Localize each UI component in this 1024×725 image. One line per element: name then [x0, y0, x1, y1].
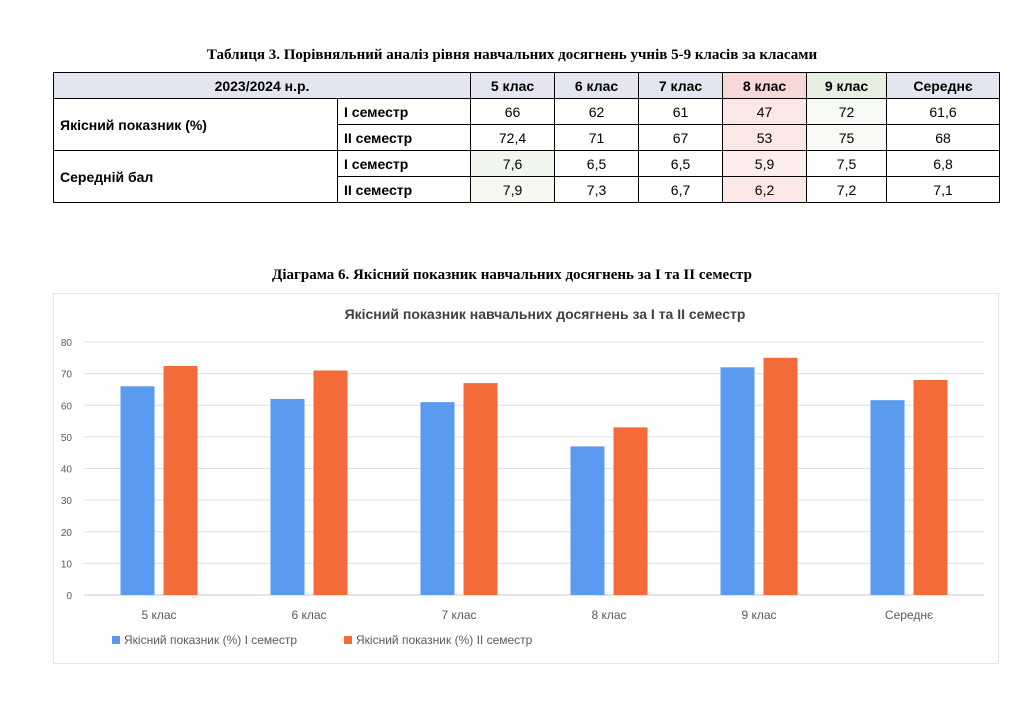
col-header: 8 клас — [722, 72, 808, 99]
y-tick-label: 60 — [61, 401, 73, 412]
row-label: Середній бал — [53, 150, 338, 203]
y-tick-label: 70 — [61, 370, 73, 381]
table-cell: 7,6 — [470, 150, 556, 177]
table-cell: 7,5 — [806, 150, 888, 177]
col-header: 6 клас — [554, 72, 640, 99]
chart-title: Якісний показник навчальних досягнень за… — [345, 306, 746, 322]
table-cell: 53 — [722, 124, 808, 151]
table-cell: 6,7 — [638, 176, 724, 203]
legend-swatch — [344, 636, 352, 644]
table-title: Таблиця 3. Порівняльний аналіз рівня нав… — [206, 47, 818, 63]
bar-chart: Якісний показник навчальних досягнень за… — [61, 306, 984, 647]
table-cell: 7,2 — [806, 176, 888, 203]
bar — [763, 357, 798, 595]
bar — [570, 446, 605, 595]
table-cell: 5,9 — [722, 150, 808, 177]
table-cell: 61,6 — [886, 98, 1001, 125]
legend-label: Якісний показник (%) І семестр — [124, 633, 297, 647]
x-axis: 5 клас 6 клас 7 клас 8 клас 9 клас Середнє — [141, 608, 933, 622]
bar — [270, 398, 305, 595]
bar — [720, 367, 755, 595]
x-tick-label: Середнє — [885, 608, 933, 622]
x-tick-label: 5 клас — [141, 608, 176, 622]
table-cell: 6,5 — [554, 150, 640, 177]
semester-label: ІІ семестр — [336, 176, 472, 203]
table-cell: 6,2 — [722, 176, 808, 203]
y-tick-label: 80 — [61, 338, 73, 349]
chart-container: Якісний показник навчальних досягнень за… — [53, 293, 999, 664]
bar — [463, 383, 498, 595]
x-tick-label: 7 клас — [441, 608, 476, 622]
legend-label: Якісний показник (%) ІІ семестр — [356, 633, 533, 647]
table-cell: 66 — [470, 98, 556, 125]
gridlines — [84, 341, 984, 596]
legend: Якісний показник (%) І семестр Якісний по… — [112, 633, 533, 647]
bar — [120, 386, 155, 595]
table-cell: 47 — [722, 98, 808, 125]
y-axis: 0 10 20 30 40 50 60 70 80 — [61, 338, 73, 602]
y-tick-label: 30 — [61, 496, 73, 507]
bar — [313, 370, 348, 595]
semester-label: ІІ семестр — [336, 124, 472, 151]
table-row: ІІ семестр 72,4 71 67 53 75 68 — [54, 124, 1001, 151]
table-row: Середній бал І семестр 7,6 6,5 6,5 5,9 7… — [53, 150, 1001, 203]
bar — [913, 379, 948, 595]
table-cell: 71 — [554, 124, 640, 151]
table-cell: 68 — [886, 124, 1001, 151]
table-cell: 7,9 — [470, 176, 556, 203]
y-tick-label: 50 — [61, 433, 73, 444]
bar — [870, 400, 905, 595]
table-cell: 67 — [638, 124, 724, 151]
y-tick-label: 20 — [61, 528, 73, 539]
row-label: Якісний показник (%) — [53, 98, 338, 151]
y-tick-label: 40 — [61, 465, 73, 476]
table-header-row: 2023/2024 н.р. 5 клас 6 клас 7 клас 8 кл… — [52, 72, 1001, 99]
y-tick-label: 0 — [66, 591, 72, 602]
table-cell: 6,5 — [638, 150, 724, 177]
table-cell: 75 — [806, 124, 888, 151]
x-tick-label: 9 клас — [741, 608, 776, 622]
bars — [120, 357, 948, 595]
semester-label: І семестр — [336, 98, 472, 125]
table-cell: 62 — [554, 98, 640, 125]
table-cell: 72,4 — [470, 124, 556, 151]
table-cell: 6,8 — [886, 150, 1001, 177]
bar — [163, 366, 198, 595]
comparison-table: 2023/2024 н.р. 5 клас 6 клас 7 клас 8 кл… — [52, 72, 1001, 203]
y-tick-label: 10 — [61, 559, 73, 570]
col-header: 9 клас — [806, 72, 888, 99]
table-cell: 7,1 — [886, 176, 1001, 203]
semester-label: І семестр — [336, 150, 472, 177]
col-header: 5 клас — [470, 72, 556, 99]
table-cell: 72 — [806, 98, 888, 125]
table-cell: 7,3 — [554, 176, 640, 203]
bar — [420, 402, 455, 595]
bar — [613, 427, 648, 595]
col-header: Середнє — [886, 72, 1001, 99]
table-row: ІІ семестр 7,9 7,3 6,7 6,2 7,2 7,1 — [54, 176, 1001, 203]
x-tick-label: 6 клас — [291, 608, 326, 622]
table-cell: 61 — [638, 98, 724, 125]
col-header: 7 клас — [638, 72, 724, 99]
table-row: Якісний показник (%) І семестр 66 62 61 … — [53, 98, 1001, 151]
legend-swatch — [112, 636, 120, 644]
x-tick-label: 8 клас — [591, 608, 626, 622]
diagram-caption: Діаграма 6. Якісний показник навчальних … — [272, 267, 752, 283]
year-header: 2023/2024 н.р. — [52, 72, 472, 99]
